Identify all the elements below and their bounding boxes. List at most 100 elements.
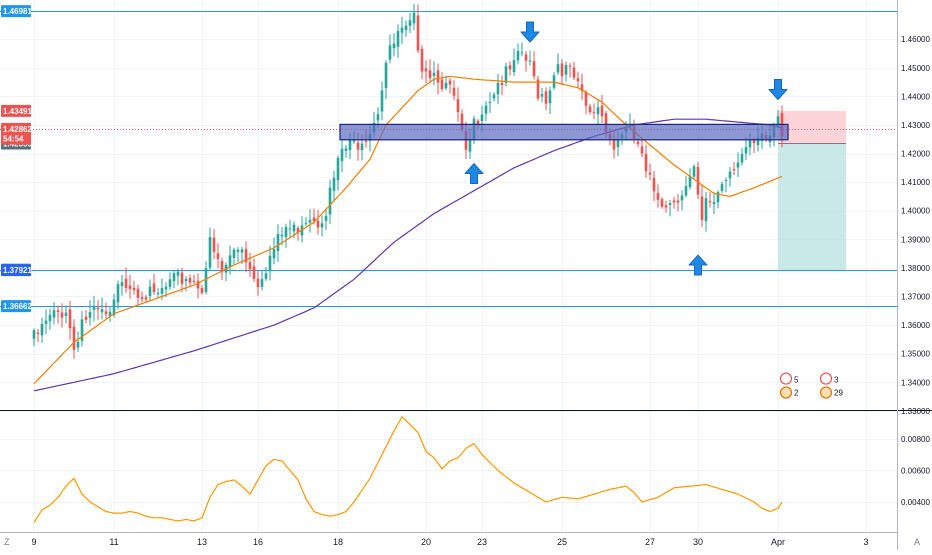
candle-body[interactable] xyxy=(180,272,184,284)
candle-body[interactable] xyxy=(420,48,424,72)
candle-body[interactable] xyxy=(272,248,276,259)
arrow-down-icon[interactable] xyxy=(520,21,540,43)
candle-body[interactable] xyxy=(32,330,36,339)
ema-line[interactable] xyxy=(33,75,783,385)
candle-body[interactable] xyxy=(104,311,108,315)
arrow-up-icon[interactable] xyxy=(688,254,708,276)
candle-body[interactable] xyxy=(580,84,584,91)
candle-body[interactable] xyxy=(252,266,256,279)
candle-body[interactable] xyxy=(56,310,60,312)
price-badge[interactable] xyxy=(1,104,31,117)
event-flag-icon[interactable] xyxy=(779,386,793,399)
candle-body[interactable] xyxy=(520,52,524,54)
candle-body[interactable] xyxy=(440,79,444,89)
candle-body[interactable] xyxy=(144,297,148,300)
candle-body[interactable] xyxy=(380,90,384,112)
candle-body[interactable] xyxy=(220,260,224,273)
candle-body[interactable] xyxy=(36,332,40,334)
indicator-line[interactable] xyxy=(33,415,783,523)
candle-body[interactable] xyxy=(80,319,84,341)
candle-body[interactable] xyxy=(356,142,360,150)
candle-body[interactable] xyxy=(444,82,448,89)
candle-body[interactable] xyxy=(712,202,716,205)
candle-body[interactable] xyxy=(384,62,388,88)
candle-body[interactable] xyxy=(564,64,568,75)
candle-body[interactable] xyxy=(400,27,404,33)
candle-body[interactable] xyxy=(304,223,308,225)
candle-body[interactable] xyxy=(448,80,452,85)
candle-body[interactable] xyxy=(740,153,744,163)
candle-body[interactable] xyxy=(188,277,192,283)
candle-body[interactable] xyxy=(344,148,348,151)
candle-body[interactable] xyxy=(704,198,708,222)
candle-body[interactable] xyxy=(612,138,616,150)
candle-body[interactable] xyxy=(64,312,68,316)
candle-body[interactable] xyxy=(216,253,220,259)
take-profit-zone[interactable] xyxy=(778,143,846,271)
stop-loss-zone[interactable] xyxy=(778,110,846,144)
zone-rectangle[interactable] xyxy=(339,123,789,141)
candle-body[interactable] xyxy=(240,249,244,253)
candle-body[interactable] xyxy=(504,66,508,83)
candle-body[interactable] xyxy=(488,101,492,104)
candle-body[interactable] xyxy=(212,237,216,252)
candle-body[interactable] xyxy=(268,255,272,272)
candle-body[interactable] xyxy=(296,228,300,233)
candle-body[interactable] xyxy=(556,64,560,73)
candle-body[interactable] xyxy=(456,99,460,113)
candle-body[interactable] xyxy=(68,309,72,329)
candle-body[interactable] xyxy=(708,201,712,203)
candle-body[interactable] xyxy=(184,278,188,282)
candle-body[interactable] xyxy=(196,280,200,289)
candle-body[interactable] xyxy=(360,143,364,151)
candle-body[interactable] xyxy=(100,309,104,313)
candle-body[interactable] xyxy=(640,146,644,154)
candle-body[interactable] xyxy=(72,326,76,350)
candle-body[interactable] xyxy=(308,219,312,223)
price-badge[interactable] xyxy=(1,264,31,277)
candle-body[interactable] xyxy=(40,323,44,336)
candle-body[interactable] xyxy=(236,249,240,252)
candle-body[interactable] xyxy=(288,228,292,230)
candle-body[interactable] xyxy=(44,320,48,324)
event-flag-icon[interactable] xyxy=(819,372,833,385)
candle-body[interactable] xyxy=(592,112,596,114)
candle-body[interactable] xyxy=(616,139,620,148)
candle-body[interactable] xyxy=(484,105,488,114)
candle-body[interactable] xyxy=(388,45,392,60)
candle-body[interactable] xyxy=(424,68,428,72)
candle-body[interactable] xyxy=(728,171,732,179)
candle-body[interactable] xyxy=(652,177,656,192)
candle-body[interactable] xyxy=(248,262,252,270)
candle-body[interactable] xyxy=(60,312,64,318)
candle-body[interactable] xyxy=(776,116,780,126)
candle-body[interactable] xyxy=(724,180,728,182)
candle-body[interactable] xyxy=(168,279,172,287)
candle-body[interactable] xyxy=(92,305,96,310)
candle-body[interactable] xyxy=(732,169,736,171)
candle-body[interactable] xyxy=(136,288,140,298)
candle-body[interactable] xyxy=(160,288,164,294)
candle-body[interactable] xyxy=(660,199,664,207)
candle-body[interactable] xyxy=(736,162,740,168)
candle-body[interactable] xyxy=(756,137,760,146)
candle-body[interactable] xyxy=(228,255,232,267)
candle-body[interactable] xyxy=(548,90,552,104)
candle-body[interactable] xyxy=(84,316,88,320)
event-flag-icon[interactable] xyxy=(819,386,833,399)
candle-body[interactable] xyxy=(328,187,332,215)
candle-body[interactable] xyxy=(600,105,604,117)
candle-body[interactable] xyxy=(696,166,700,195)
candle-body[interactable] xyxy=(644,153,648,172)
candle-body[interactable] xyxy=(312,217,316,222)
candle-body[interactable] xyxy=(672,200,676,203)
candle-body[interactable] xyxy=(536,79,540,99)
candle-body[interactable] xyxy=(292,224,296,232)
candle-body[interactable] xyxy=(112,299,116,316)
candle-body[interactable] xyxy=(156,292,160,294)
candle-body[interactable] xyxy=(680,195,684,201)
candle-body[interactable] xyxy=(656,192,660,200)
candle-body[interactable] xyxy=(280,234,284,237)
candle-body[interactable] xyxy=(560,63,564,77)
